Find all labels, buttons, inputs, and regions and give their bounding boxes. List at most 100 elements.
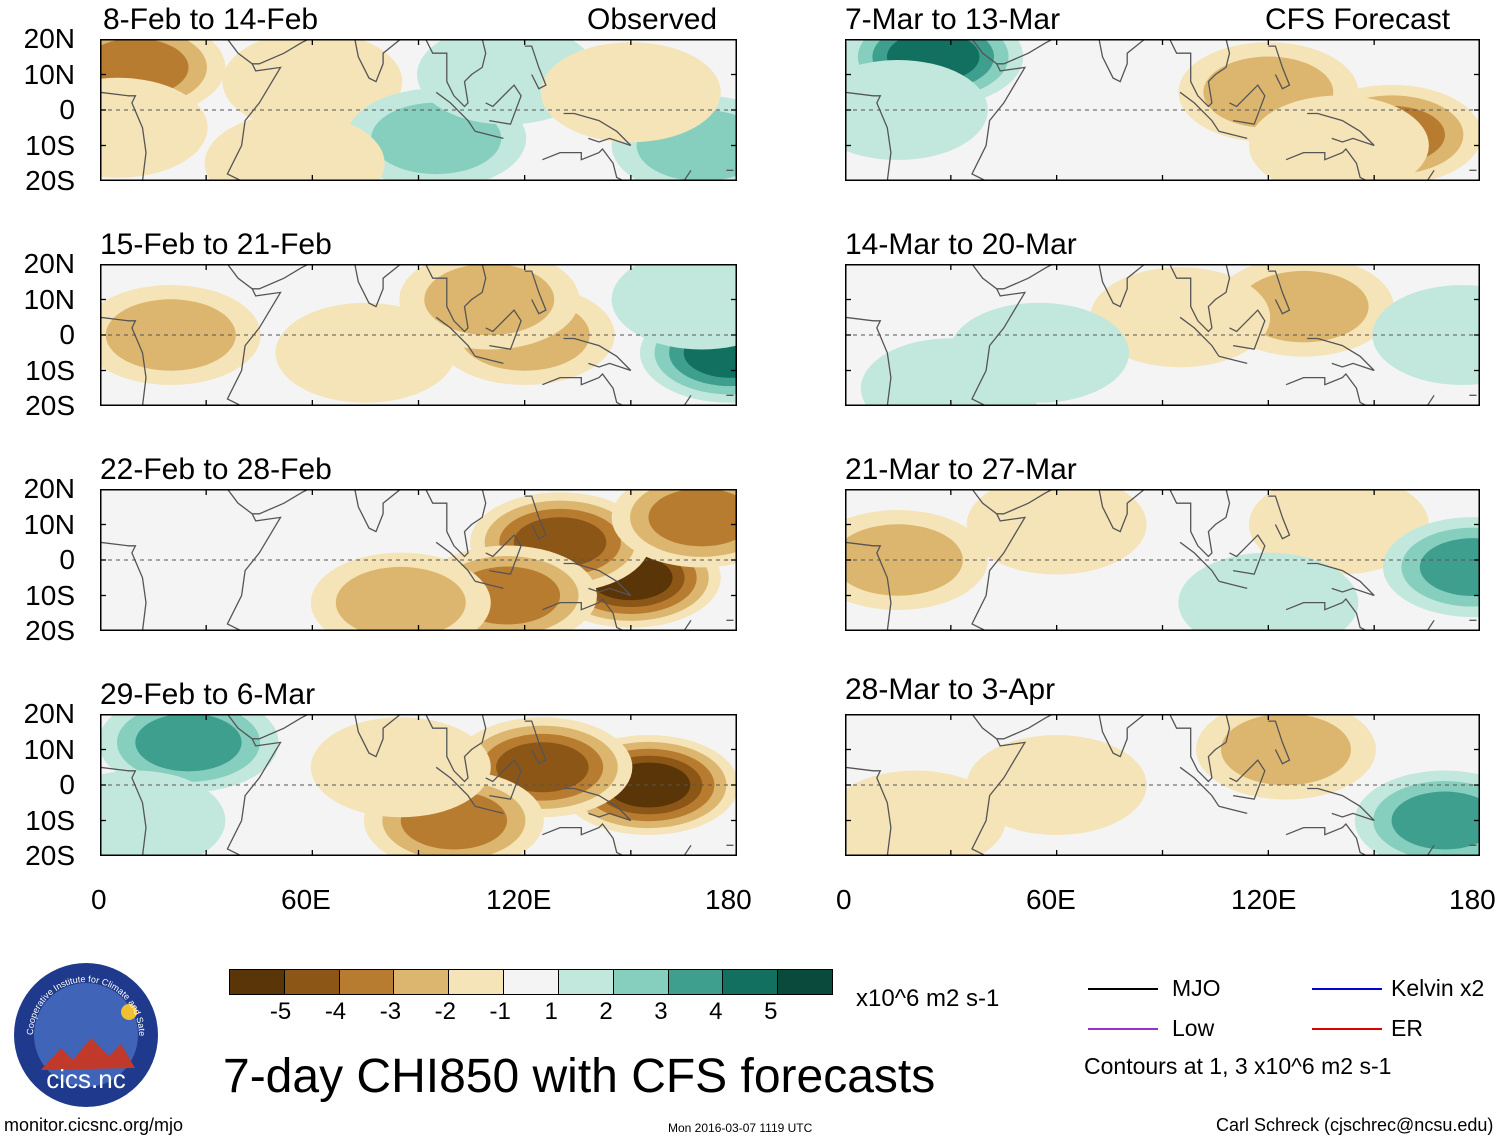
y-tick-label: 20S — [25, 615, 75, 646]
panel-21-mar-to-27-mar — [845, 489, 1480, 631]
coastline — [971, 264, 1027, 406]
y-tick-label: 20N — [23, 698, 75, 729]
coastline — [683, 169, 692, 181]
coastline — [542, 822, 625, 856]
colorbar-swatch — [668, 970, 724, 994]
coastline — [1179, 91, 1220, 132]
low-legend-label: Low — [1172, 1015, 1215, 1041]
panel-title: 21-Mar to 27-Mar — [845, 453, 1077, 486]
coastline — [1285, 597, 1368, 631]
coastline — [1218, 355, 1248, 365]
x-tick-label: 120E — [486, 884, 552, 915]
coastline — [971, 39, 1027, 181]
anomaly-contour — [222, 39, 403, 132]
coastline — [435, 91, 476, 132]
anomaly-contour — [204, 113, 385, 181]
x-tick-label: 0 — [91, 884, 107, 915]
coastline — [1218, 805, 1248, 815]
coastline — [1179, 541, 1220, 582]
anomaly-contour — [105, 299, 236, 371]
er-legend-line — [1312, 1028, 1382, 1030]
coastline — [683, 394, 692, 406]
anomaly-contour — [1238, 270, 1369, 343]
coastline — [226, 489, 282, 631]
y-tick-label: 0 — [59, 544, 75, 575]
coastline — [845, 91, 892, 181]
anomaly-contour — [1391, 791, 1480, 850]
coastline — [1426, 619, 1435, 631]
coastline — [1229, 309, 1266, 350]
coastline — [563, 337, 632, 372]
coastline — [563, 112, 632, 147]
panel-28-mar-to-3-apr — [845, 714, 1480, 856]
anomaly-contour — [310, 717, 491, 818]
coastline — [1169, 714, 1231, 783]
coastline — [474, 580, 504, 590]
x-tick-label: 120E — [1231, 884, 1297, 915]
y-tick-label: 20N — [23, 248, 75, 279]
coastline — [1268, 720, 1291, 765]
panel-15-feb-to-21-feb — [100, 264, 737, 406]
colorbar-label: 3 — [654, 998, 668, 1025]
colorbar-label: 2 — [599, 998, 613, 1025]
panel-14-mar-to-20-mar — [845, 264, 1480, 406]
website-link[interactable]: monitor.cicsnc.org/mjo — [4, 1115, 184, 1135]
coastline — [425, 264, 487, 333]
colorbar-label: 4 — [709, 998, 723, 1025]
timestamp: Mon 2016-03-07 1119 UTC — [668, 1121, 813, 1135]
anomaly-contour — [540, 42, 721, 143]
y-tick-label: 10N — [23, 733, 75, 765]
colorbar-label: 1 — [544, 998, 558, 1025]
coastline — [845, 766, 892, 856]
coastline — [1285, 822, 1368, 856]
coastline — [100, 316, 147, 406]
coastline — [1218, 580, 1248, 590]
coastline — [435, 316, 476, 357]
y-tick-label: 0 — [59, 769, 75, 800]
y-tick-label: 20S — [25, 390, 75, 421]
coastline — [1084, 264, 1146, 308]
colorbar-label: -3 — [379, 998, 402, 1025]
coastline — [524, 270, 547, 315]
coastline — [340, 264, 402, 308]
panel-29-feb-to-6-mar — [100, 714, 737, 856]
y-tick-label: 10N — [23, 508, 75, 540]
anomaly-contour — [648, 489, 737, 547]
coastline — [485, 309, 522, 350]
colorbar-swatch — [284, 970, 340, 994]
coastline — [252, 714, 310, 740]
panel-title: 15-Feb to 21-Feb — [100, 228, 332, 261]
anomaly-contour — [1419, 538, 1480, 597]
anomaly-contour — [275, 302, 456, 403]
coastline — [474, 130, 504, 140]
y-tick-label: 20S — [25, 840, 75, 871]
y-tick-label: 20N — [23, 23, 75, 54]
coastline — [996, 39, 1054, 65]
coastline — [425, 489, 487, 558]
colorbar-swatch — [230, 970, 285, 994]
coastline — [1218, 130, 1248, 140]
units-label: x10^6 m2 s-1 — [856, 985, 1000, 1012]
coastline — [524, 495, 547, 540]
anomaly-contour — [860, 338, 1041, 406]
panel-frame — [100, 489, 737, 631]
x-tick-label: 60E — [1026, 884, 1076, 915]
coastline — [845, 316, 892, 406]
coastline — [1268, 270, 1291, 315]
anomaly-contour — [1178, 552, 1359, 631]
colorbar-label: -5 — [269, 998, 292, 1025]
anomaly-contour — [1372, 285, 1480, 385]
colorbar-swatch — [723, 970, 779, 994]
coastline — [1229, 84, 1266, 125]
coastline — [340, 39, 402, 83]
coastline — [1426, 169, 1435, 181]
y-tick-label: 10S — [25, 354, 75, 386]
coastline — [1426, 394, 1435, 406]
panel-frame — [845, 264, 1480, 406]
panel-title: 22-Feb to 28-Feb — [100, 453, 332, 486]
observed-label: Observed — [587, 3, 718, 36]
coastline — [971, 489, 1027, 631]
coastline — [1307, 337, 1375, 372]
mjo-legend-label: MJO — [1172, 975, 1221, 1001]
coastline — [542, 597, 625, 631]
